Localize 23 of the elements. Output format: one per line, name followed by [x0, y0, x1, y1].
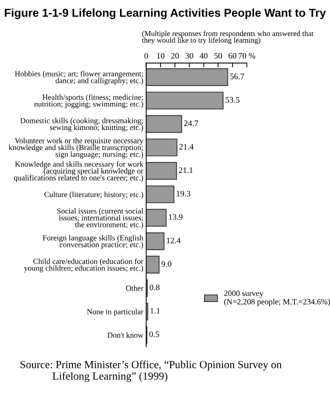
text: 53.5 — [226, 97, 240, 103]
text: 24.7 — [184, 120, 198, 126]
source-note: Source: Prime Minister’s Office, “Public Opinion Survey on Lifelong Learning” (1999) — [20, 360, 282, 382]
x-tick-label: 50 — [214, 52, 222, 59]
text: 19.3 — [176, 190, 190, 196]
text: 21.1 — [178, 167, 193, 174]
x-tick-label: 60 — [228, 52, 236, 59]
text: 0.8 — [150, 284, 160, 290]
text: 21.4 — [179, 144, 194, 150]
x-tick-label: 40 — [200, 52, 208, 59]
x-tick-label: 10 — [157, 52, 164, 59]
chart-title: Figure 1-1-9 Lifelong Learning Activities People Want to Try — [4, 8, 326, 20]
text: 56.7 — [230, 74, 244, 80]
text: 0.5 — [149, 331, 160, 338]
text: 1.1 — [150, 308, 160, 314]
x-tick-label: 20 — [171, 52, 179, 59]
x-tick-label: 0 — [144, 52, 148, 59]
text: 13.9 — [168, 214, 182, 220]
text: 12.4 — [166, 238, 181, 244]
x-tick-label: 70 % — [238, 52, 256, 59]
legend-label: 2000 survey (N=2,208 people; M.T.=234.6%) — [224, 290, 330, 306]
x-tick-label: 30 — [186, 52, 194, 59]
text: 9.0 — [161, 261, 172, 267]
